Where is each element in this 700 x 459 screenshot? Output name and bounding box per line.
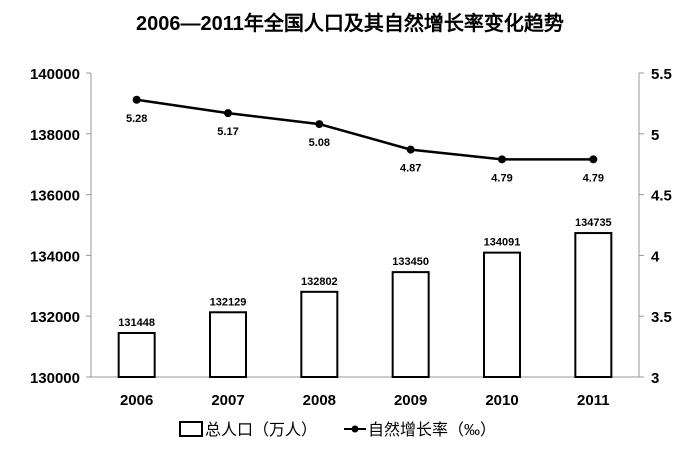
legend-line-marker <box>351 425 359 433</box>
line-point <box>224 109 232 118</box>
line-point <box>498 155 506 164</box>
right-tick-label: 3.5 <box>651 309 672 326</box>
left-tick-label: 138000 <box>30 127 80 144</box>
legend-bar-swatch <box>179 421 203 437</box>
x-tick-label: 2009 <box>394 392 427 409</box>
left-tick-label: 136000 <box>30 188 80 205</box>
bar <box>209 311 247 379</box>
line-label: 5.28 <box>126 113 147 125</box>
line-label: 4.79 <box>491 172 512 184</box>
line-point <box>589 155 598 164</box>
bar-label: 131448 <box>118 317 155 329</box>
bar-label: 132802 <box>301 276 338 288</box>
legend-line-label: 自然增长率（‰） <box>368 421 496 439</box>
right-tick-label: 5 <box>651 127 659 144</box>
bar <box>574 232 613 378</box>
bar-label: 132129 <box>210 296 247 308</box>
right-tick-label: 3 <box>651 370 659 387</box>
line-series <box>136 98 594 161</box>
bar <box>483 251 521 379</box>
chart-title: 2006—2011年全国人口及其自然增长率变化趋势 <box>136 11 564 35</box>
right-tick-label: 5.5 <box>651 66 672 83</box>
x-tick-label: 2007 <box>211 392 244 409</box>
left-tick-label: 134000 <box>30 248 80 265</box>
line-point <box>315 120 324 129</box>
bar-label: 134735 <box>575 217 612 229</box>
x-tick-label: 2010 <box>485 392 518 409</box>
legend-bar-label: 总人口（万人） <box>205 421 317 439</box>
bar <box>117 331 156 379</box>
right-tick-label: 4.5 <box>651 188 672 205</box>
line-label: 5.17 <box>217 126 238 138</box>
left-tick-label: 132000 <box>30 309 80 326</box>
x-tick-label: 2008 <box>303 392 336 409</box>
line-label: 5.08 <box>309 137 330 149</box>
left-tick-label: 140000 <box>30 66 80 83</box>
bar <box>300 290 339 379</box>
x-tick-label: 2011 <box>577 392 610 409</box>
x-tick-label: 2006 <box>120 392 153 409</box>
bar-label: 134091 <box>484 237 521 249</box>
line-point <box>406 145 415 154</box>
left-tick-label: 130000 <box>30 370 80 387</box>
bar <box>391 271 430 378</box>
right-tick-label: 4 <box>651 248 660 265</box>
bar-label: 133450 <box>392 256 429 268</box>
line-label: 4.87 <box>400 163 421 175</box>
line-label: 4.79 <box>583 172 604 184</box>
line-point <box>132 95 141 104</box>
